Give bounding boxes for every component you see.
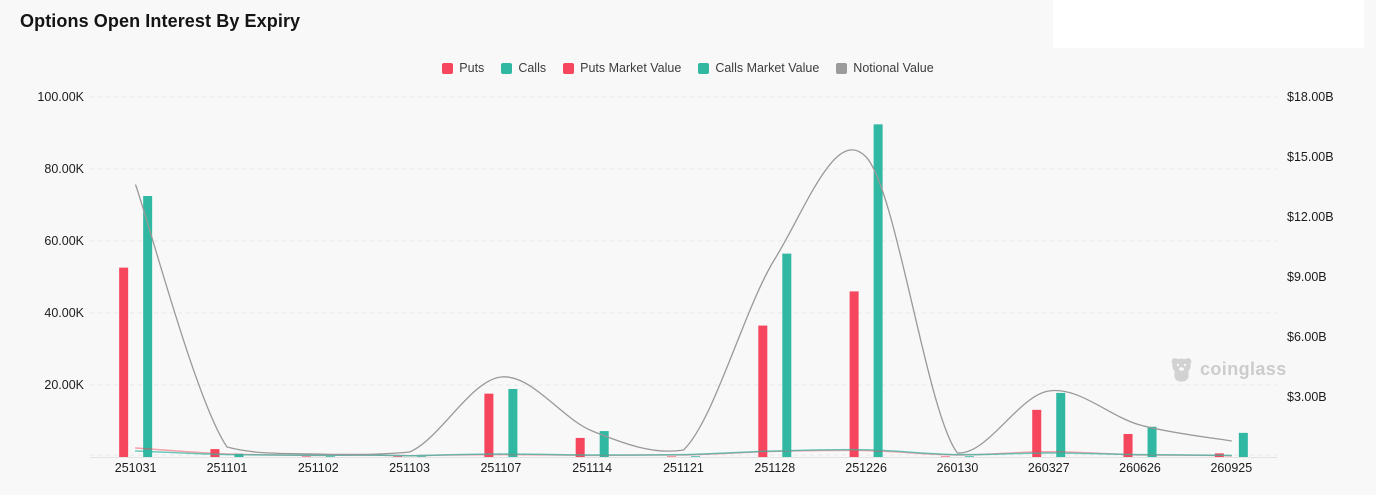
x-axis-label: 251103 bbox=[389, 461, 430, 475]
bar-calls-251128 bbox=[782, 253, 792, 457]
x-axis-label: 251128 bbox=[754, 461, 795, 475]
coinglass-watermark-text: coinglass bbox=[1200, 359, 1287, 379]
y-axis-label-left: 60.00K bbox=[44, 234, 84, 248]
bar-calls-251102 bbox=[325, 456, 335, 457]
y-axis-label-right: $18.00B bbox=[1287, 90, 1334, 104]
y-axis-label-left: 100.00K bbox=[37, 90, 84, 104]
bar-puts-251103 bbox=[393, 456, 403, 457]
legend-label: Notional Value bbox=[853, 61, 934, 75]
legend-label: Puts bbox=[459, 61, 485, 75]
bar-puts-251107 bbox=[484, 393, 494, 457]
top-right-blank-panel bbox=[1053, 0, 1364, 48]
legend-item-puts[interactable]: Puts bbox=[442, 61, 484, 75]
x-axis-label: 251031 bbox=[115, 461, 157, 475]
bar-puts-251031 bbox=[119, 267, 129, 457]
legend-swatch-notional-value bbox=[836, 62, 848, 74]
x-axis-label: 251114 bbox=[572, 461, 612, 475]
coinglass-bear-icon bbox=[1171, 358, 1192, 382]
bar-puts-251114 bbox=[575, 437, 585, 457]
bar-calls-260626 bbox=[1147, 426, 1157, 457]
bar-calls-260130 bbox=[964, 456, 974, 457]
legend-item-puts-market-value[interactable]: Puts Market Value bbox=[563, 61, 681, 75]
x-axis-label: 251107 bbox=[480, 461, 521, 475]
legend-label: Calls bbox=[518, 61, 547, 75]
bar-calls-260925 bbox=[1238, 432, 1248, 457]
bar-puts-260327 bbox=[1032, 409, 1042, 457]
chart-title: Options Open Interest By Expiry bbox=[20, 11, 301, 31]
legend-item-calls[interactable]: Calls bbox=[501, 61, 546, 75]
y-axis-label-left: 40.00K bbox=[44, 306, 84, 320]
bar-puts-251121 bbox=[667, 456, 676, 457]
y-axis-label-right: $3.00B bbox=[1287, 390, 1327, 404]
bar-puts-260130 bbox=[940, 456, 950, 457]
bar-calls-260327 bbox=[1056, 392, 1066, 457]
bar-puts-251226 bbox=[849, 291, 859, 457]
x-axis-label: 251102 bbox=[298, 461, 339, 475]
y-axis-label-right: $6.00B bbox=[1287, 330, 1327, 344]
legend-swatch-calls bbox=[501, 62, 513, 74]
legend-item-calls-market-value[interactable]: Calls Market Value bbox=[698, 61, 819, 75]
x-axis-label: 251101 bbox=[207, 461, 248, 475]
line-calls-market-value bbox=[134, 448, 1233, 457]
y-axis-label-right: $15.00B bbox=[1287, 150, 1334, 164]
x-axis-label: 251226 bbox=[845, 461, 887, 475]
bar-puts-251102 bbox=[301, 456, 311, 457]
x-axis-label: 260925 bbox=[1210, 461, 1252, 475]
chart-legend: Puts Calls Puts Market Value Calls Market V… bbox=[0, 61, 1376, 75]
x-axis-label: 251121 bbox=[663, 461, 704, 475]
legend-item-notional-value[interactable]: Notional Value bbox=[836, 61, 934, 75]
bar-calls-251031 bbox=[143, 196, 153, 457]
y-axis-label-right: $12.00B bbox=[1287, 210, 1334, 224]
bar-puts-251128 bbox=[758, 325, 768, 457]
x-axis-label: 260626 bbox=[1119, 461, 1161, 475]
bar-calls-251121 bbox=[691, 456, 700, 457]
legend-swatch-puts-market-value bbox=[563, 62, 575, 74]
legend-label: Calls Market Value bbox=[715, 61, 820, 75]
legend-swatch-puts bbox=[442, 62, 454, 74]
bar-calls-251114 bbox=[599, 431, 609, 457]
bar-puts-260626 bbox=[1123, 433, 1133, 457]
x-axis-label: 260327 bbox=[1028, 461, 1070, 475]
legend-label: Puts Market Value bbox=[580, 61, 682, 75]
y-axis-label-left: 20.00K bbox=[44, 378, 84, 392]
bar-calls-251103 bbox=[417, 456, 427, 457]
y-axis-label-right: $9.00B bbox=[1287, 270, 1327, 284]
line-notional-value bbox=[135, 149, 1232, 456]
x-axis-label: 260130 bbox=[937, 461, 979, 475]
bar-calls-251226 bbox=[873, 124, 883, 458]
legend-swatch-calls-market-value bbox=[698, 62, 710, 74]
bar-calls-251107 bbox=[508, 388, 518, 457]
coinglass-watermark: coinglass bbox=[1170, 357, 1287, 382]
y-axis-label-left: 80.00K bbox=[44, 162, 84, 176]
